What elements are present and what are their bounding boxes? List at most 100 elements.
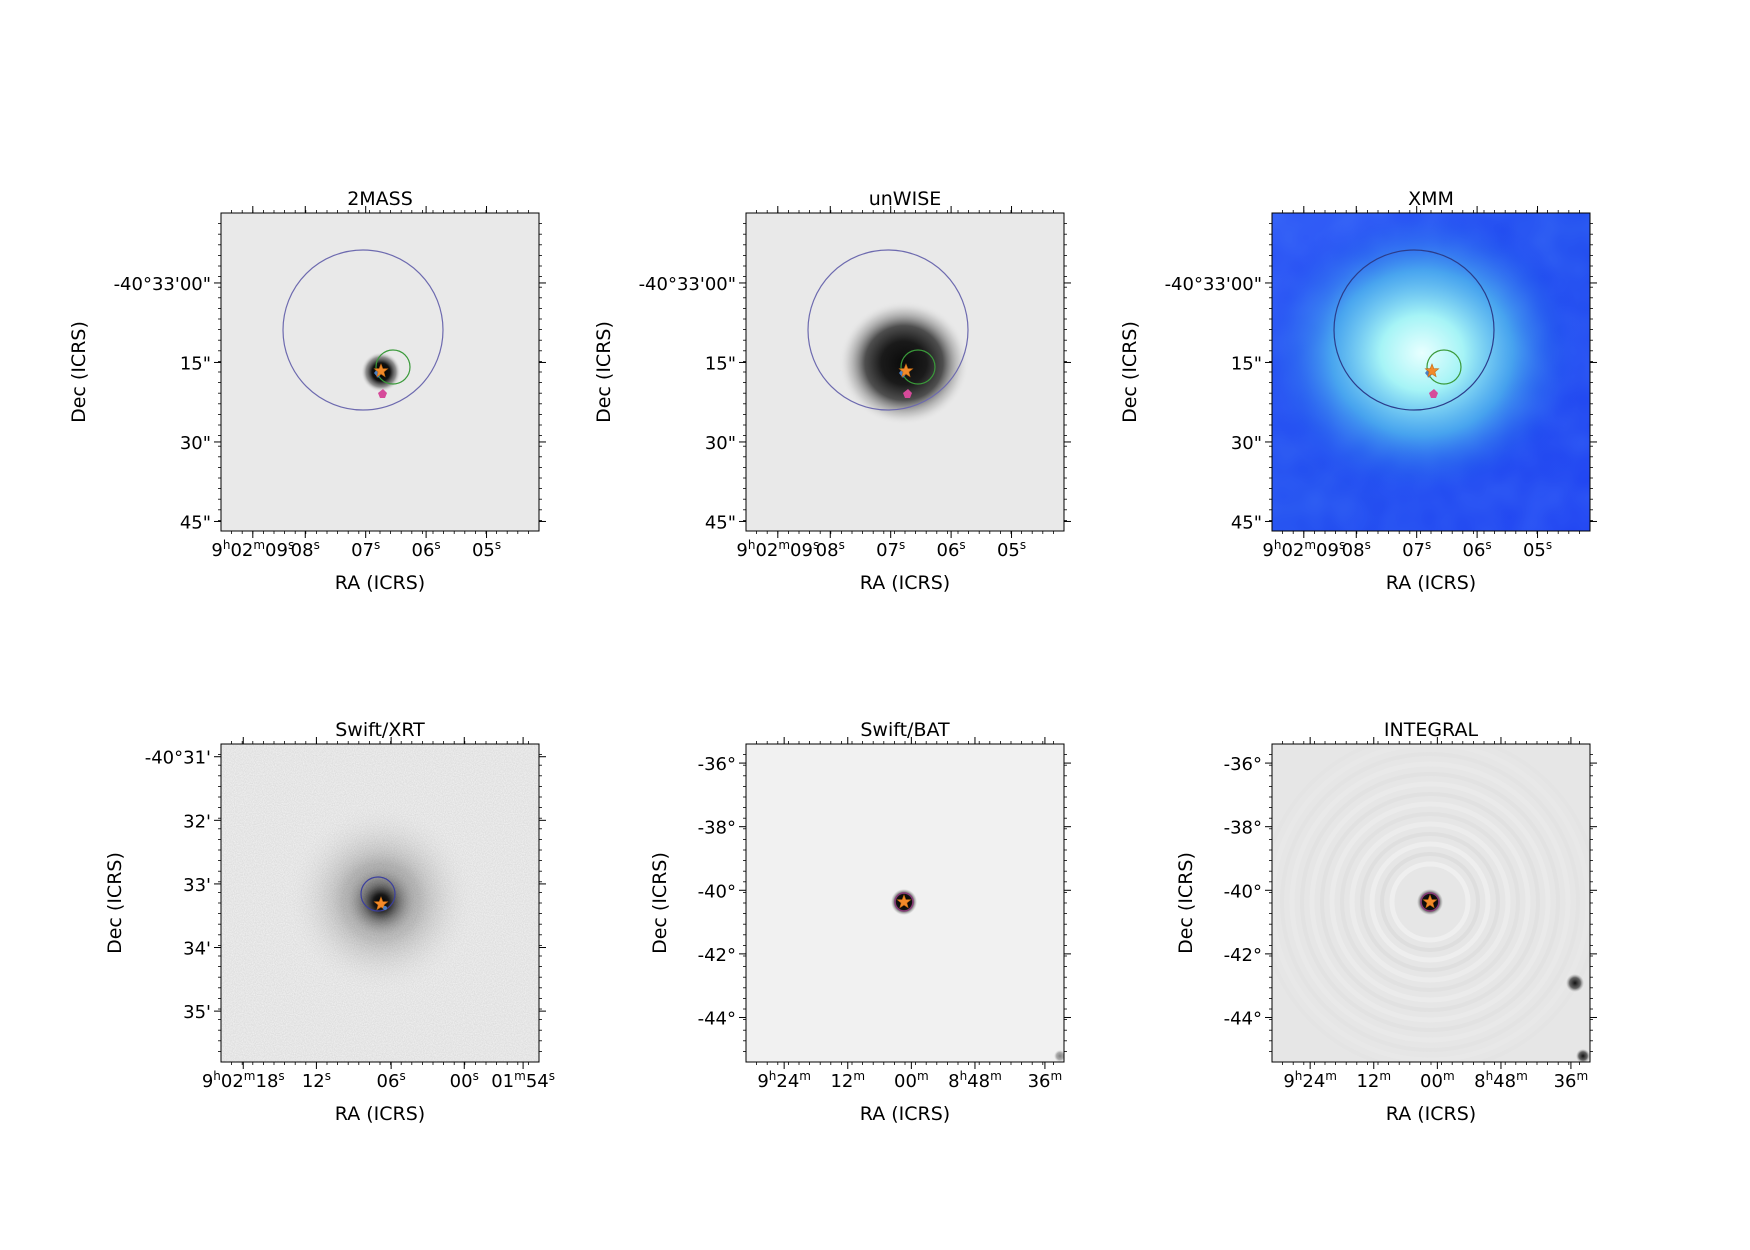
y-axis-label: Dec (ICRS) bbox=[593, 321, 615, 423]
y-axis-label: Dec (ICRS) bbox=[1119, 321, 1141, 423]
x-axis-label: RA (ICRS) bbox=[335, 572, 425, 594]
star-marker bbox=[1424, 363, 1440, 378]
y-tick-label: -40°31' bbox=[145, 748, 211, 769]
panel-title: Swift/BAT bbox=[860, 719, 950, 741]
y-tick-label: -44° bbox=[1224, 1008, 1262, 1029]
panel-title: INTEGRAL bbox=[1384, 719, 1479, 741]
y-tick-label: 32' bbox=[183, 811, 211, 832]
x-axis-label: RA (ICRS) bbox=[1386, 1103, 1476, 1125]
x-tick-label: 08s bbox=[291, 538, 320, 561]
x-tick-label: 12m bbox=[1356, 1069, 1391, 1092]
source-blob bbox=[839, 301, 969, 425]
y-tick-label: 30" bbox=[705, 433, 736, 454]
y-tick-label: 45" bbox=[1231, 512, 1262, 533]
secondary-source bbox=[1566, 974, 1584, 992]
image-swift-bat bbox=[746, 744, 1064, 1062]
error-circle-large bbox=[1333, 249, 1495, 411]
x-tick-label: 06s bbox=[412, 538, 441, 561]
y-tick-label: 45" bbox=[180, 512, 211, 533]
y-tick-label: 15" bbox=[180, 353, 211, 374]
x-tick-label: 08s bbox=[1342, 538, 1371, 561]
y-tick-label: -44° bbox=[698, 1008, 736, 1029]
error-circle-small bbox=[900, 349, 936, 385]
y-tick-label: -42° bbox=[698, 945, 736, 966]
y-tick-label: -42° bbox=[1224, 945, 1262, 966]
y-tick-label: -36° bbox=[1224, 754, 1262, 775]
minor-ticks bbox=[743, 210, 1067, 534]
x-tick-label: 9h02m09s bbox=[211, 538, 294, 561]
y-tick-label: -40° bbox=[1224, 881, 1262, 902]
x-axis-label: RA (ICRS) bbox=[860, 1103, 950, 1125]
y-axis-label: Dec (ICRS) bbox=[68, 321, 90, 423]
y-tick-label: 35' bbox=[183, 1002, 211, 1023]
x-tick-label: 00s bbox=[450, 1069, 479, 1092]
y-tick-label: -40°33'00" bbox=[1165, 274, 1262, 295]
x-tick-label: 12s bbox=[302, 1069, 331, 1092]
x-tick-label: 8h48m bbox=[1474, 1069, 1528, 1092]
star-marker bbox=[898, 363, 914, 378]
y-axis-label: Dec (ICRS) bbox=[649, 852, 671, 954]
star-marker bbox=[373, 896, 389, 911]
error-circle bbox=[360, 876, 396, 912]
x-tick-label: 07s bbox=[1402, 538, 1431, 561]
x-tick-label: 00m bbox=[894, 1069, 929, 1092]
x-tick-label: 36m bbox=[1028, 1069, 1063, 1092]
error-circle-small bbox=[1426, 349, 1462, 385]
x-tick-label: 08s bbox=[816, 538, 845, 561]
y-tick-label: 30" bbox=[180, 433, 211, 454]
y-tick-label: -36° bbox=[698, 754, 736, 775]
y-axis-label: Dec (ICRS) bbox=[104, 852, 126, 954]
y-tick-label: 45" bbox=[705, 512, 736, 533]
x-tick-label: 05s bbox=[997, 538, 1026, 561]
x-tick-label: 9h02m09s bbox=[1262, 538, 1345, 561]
image-swift-xrt bbox=[221, 744, 539, 1062]
pentagon-marker bbox=[903, 389, 912, 398]
x-tick-label: 06s bbox=[377, 1069, 406, 1092]
image-xmm bbox=[1272, 213, 1590, 531]
x-tick-label: 00m bbox=[1420, 1069, 1455, 1092]
panel-title: unWISE bbox=[869, 188, 942, 210]
y-tick-label: 15" bbox=[705, 353, 736, 374]
y-tick-label: -38° bbox=[698, 818, 736, 839]
panel-title: XMM bbox=[1408, 188, 1454, 210]
x-tick-label: 8h48m bbox=[948, 1069, 1002, 1092]
minor-ticks bbox=[1269, 210, 1593, 534]
y-tick-label: -40° bbox=[698, 881, 736, 902]
minor-ticks bbox=[1269, 741, 1593, 1065]
image-integral bbox=[1272, 744, 1590, 1062]
x-tick-label: 36m bbox=[1554, 1069, 1589, 1092]
panel-integral: INTEGRAL 9h24m 12m 00m 8h48m 36m -36° -38° -40° -… bbox=[1175, 719, 1597, 1125]
star-marker bbox=[373, 363, 389, 378]
error-circle-large bbox=[282, 249, 444, 411]
minor-ticks bbox=[218, 741, 542, 1065]
x-axis-label: RA (ICRS) bbox=[860, 572, 950, 594]
minor-ticks bbox=[743, 741, 1067, 1065]
panel-swift-bat: Swift/BAT 9h24m 12m 00m 8h48m 36m -36° -38° -40°… bbox=[649, 719, 1071, 1125]
x-tick-label: 05s bbox=[1523, 538, 1552, 561]
x-axis-label: RA (ICRS) bbox=[1386, 572, 1476, 594]
x-tick-label: 05s bbox=[472, 538, 501, 561]
image-2mass bbox=[221, 213, 539, 531]
y-tick-label: -40°33'00" bbox=[639, 274, 736, 295]
x-tick-label: 9h24m bbox=[757, 1069, 811, 1092]
x-tick-label: 01m54s bbox=[491, 1069, 555, 1092]
x-tick-label: 12m bbox=[830, 1069, 865, 1092]
y-tick-label: 15" bbox=[1231, 353, 1262, 374]
y-tick-label: 34' bbox=[183, 939, 211, 960]
panel-title: 2MASS bbox=[347, 188, 413, 210]
star-marker bbox=[1422, 894, 1438, 909]
image-unwise bbox=[746, 213, 1064, 531]
x-tick-label: 06s bbox=[937, 538, 966, 561]
x-tick-label: 07s bbox=[351, 538, 380, 561]
x-tick-label: 06s bbox=[1463, 538, 1492, 561]
error-circle-small bbox=[375, 349, 411, 385]
x-tick-label: 9h02m09s bbox=[736, 538, 819, 561]
pentagon-marker bbox=[1429, 389, 1438, 398]
panel-swift-xrt: Swift/XRT 9h02m18s 12s 06s 00s 01m54s -40°31' 3… bbox=[104, 719, 555, 1125]
x-tick-label: 9h24m bbox=[1283, 1069, 1337, 1092]
error-circle-large bbox=[807, 249, 969, 411]
